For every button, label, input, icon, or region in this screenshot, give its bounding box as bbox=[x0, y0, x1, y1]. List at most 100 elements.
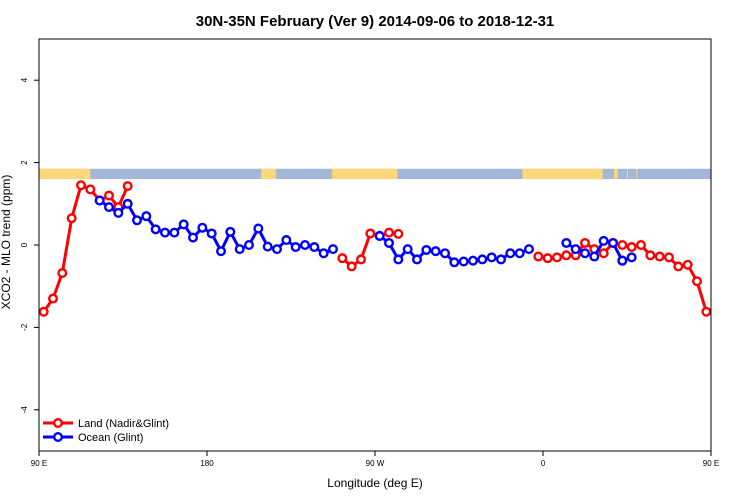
ocean-point bbox=[243, 239, 254, 250]
ocean-point bbox=[300, 239, 311, 250]
land-legend-label: Land (Nadir&Glint) bbox=[78, 418, 169, 430]
ocean-point bbox=[225, 226, 236, 237]
land-band bbox=[636, 168, 638, 180]
ocean-point bbox=[486, 252, 497, 263]
y-tick-label: 0 bbox=[20, 242, 29, 247]
land-legend-marker bbox=[53, 418, 64, 429]
ocean-point bbox=[421, 244, 432, 255]
ocean-point bbox=[197, 222, 208, 233]
land-point bbox=[701, 306, 711, 317]
land-point bbox=[626, 242, 637, 253]
land-point bbox=[103, 190, 114, 201]
land-point bbox=[740, 269, 748, 277]
ocean-point bbox=[384, 237, 395, 248]
land-point bbox=[66, 213, 77, 224]
land-point bbox=[731, 295, 739, 303]
land-band bbox=[332, 168, 398, 180]
ocean-point bbox=[477, 254, 488, 265]
land-point bbox=[75, 180, 86, 191]
land-band bbox=[39, 168, 86, 180]
x-tick-label: 90 W bbox=[366, 459, 385, 468]
ocean-point bbox=[272, 244, 283, 255]
ocean-point bbox=[468, 255, 479, 266]
land-point bbox=[48, 293, 59, 304]
land-point bbox=[39, 306, 49, 317]
x-tick-label: 90 E bbox=[31, 459, 47, 468]
land-band bbox=[261, 168, 277, 180]
ocean-point bbox=[141, 211, 152, 222]
ocean-point bbox=[122, 198, 133, 209]
x-tick-label: 0 bbox=[541, 459, 546, 468]
ocean-point bbox=[281, 235, 292, 246]
ocean-point bbox=[440, 248, 451, 259]
ocean-legend-marker bbox=[53, 432, 64, 443]
land-point bbox=[122, 181, 133, 192]
y-tick-label: 4 bbox=[20, 77, 29, 82]
land-point bbox=[356, 254, 367, 265]
land-point bbox=[561, 250, 572, 261]
land-point bbox=[692, 276, 703, 287]
land-point bbox=[636, 239, 647, 250]
ocean-point bbox=[617, 255, 628, 266]
ocean-point bbox=[103, 202, 114, 213]
land-point bbox=[57, 268, 68, 279]
ocean-point bbox=[328, 244, 339, 255]
x-axis-label: Longitude (deg E) bbox=[327, 476, 422, 490]
land-band bbox=[522, 168, 603, 180]
ocean-point bbox=[505, 248, 516, 259]
ocean-point bbox=[234, 244, 245, 255]
ocean-point bbox=[206, 228, 217, 239]
ocean-point bbox=[131, 215, 142, 226]
ocean-point bbox=[253, 223, 264, 234]
land-band bbox=[613, 168, 618, 180]
ocean-point bbox=[514, 248, 525, 259]
ocean-point bbox=[290, 242, 301, 253]
ocean-point bbox=[458, 256, 469, 267]
ocean-point bbox=[598, 235, 609, 246]
ocean-point bbox=[374, 230, 385, 241]
x-tick-label: 180 bbox=[200, 459, 214, 468]
land-ocean-mask bbox=[39, 168, 750, 180]
land-point bbox=[365, 228, 376, 239]
y-tick-label: 2 bbox=[20, 160, 29, 165]
chart-title: 30N-35N February (Ver 9) 2014-09-06 to 2… bbox=[196, 13, 555, 30]
land-point bbox=[580, 237, 591, 248]
ocean-point bbox=[159, 227, 170, 238]
ocean-point bbox=[524, 244, 535, 255]
land-point bbox=[346, 261, 357, 272]
ocean-point bbox=[393, 254, 404, 265]
ocean-point bbox=[449, 257, 460, 268]
land-point bbox=[617, 239, 628, 250]
ocean-point bbox=[589, 251, 600, 262]
ocean-point bbox=[570, 244, 581, 255]
ocean-point bbox=[626, 252, 637, 263]
ocean-point bbox=[318, 248, 329, 259]
land-point bbox=[598, 248, 609, 259]
land-band bbox=[627, 168, 628, 180]
land-point bbox=[645, 250, 656, 261]
land-point bbox=[85, 184, 96, 195]
ocean-point bbox=[430, 246, 441, 257]
land-point bbox=[654, 251, 665, 262]
ocean-point bbox=[561, 237, 572, 248]
y-axis-label: XCO2 - MLO trend (ppm) bbox=[0, 175, 13, 310]
ocean-point bbox=[608, 237, 619, 248]
land-point bbox=[664, 252, 675, 263]
land-point bbox=[384, 227, 395, 238]
land-point bbox=[721, 308, 729, 316]
ocean-point bbox=[309, 242, 320, 253]
land-point bbox=[533, 251, 544, 262]
x-tick-label: 90 E bbox=[703, 459, 719, 468]
land-band bbox=[85, 168, 91, 180]
axes: 90 E 180 90 W 0 90 E -4 -2 0 2 4 bbox=[20, 38, 719, 468]
ocean-point bbox=[412, 254, 423, 265]
ocean-legend-label: Ocean (Glint) bbox=[78, 432, 143, 444]
ocean-point bbox=[262, 241, 273, 252]
land-band bbox=[720, 169, 750, 179]
land-point bbox=[337, 253, 348, 264]
legend: Land (Nadir&Glint) Ocean (Glint) bbox=[43, 418, 169, 444]
ocean-point bbox=[178, 219, 189, 230]
land-point bbox=[682, 259, 693, 270]
ocean-point bbox=[113, 207, 124, 218]
